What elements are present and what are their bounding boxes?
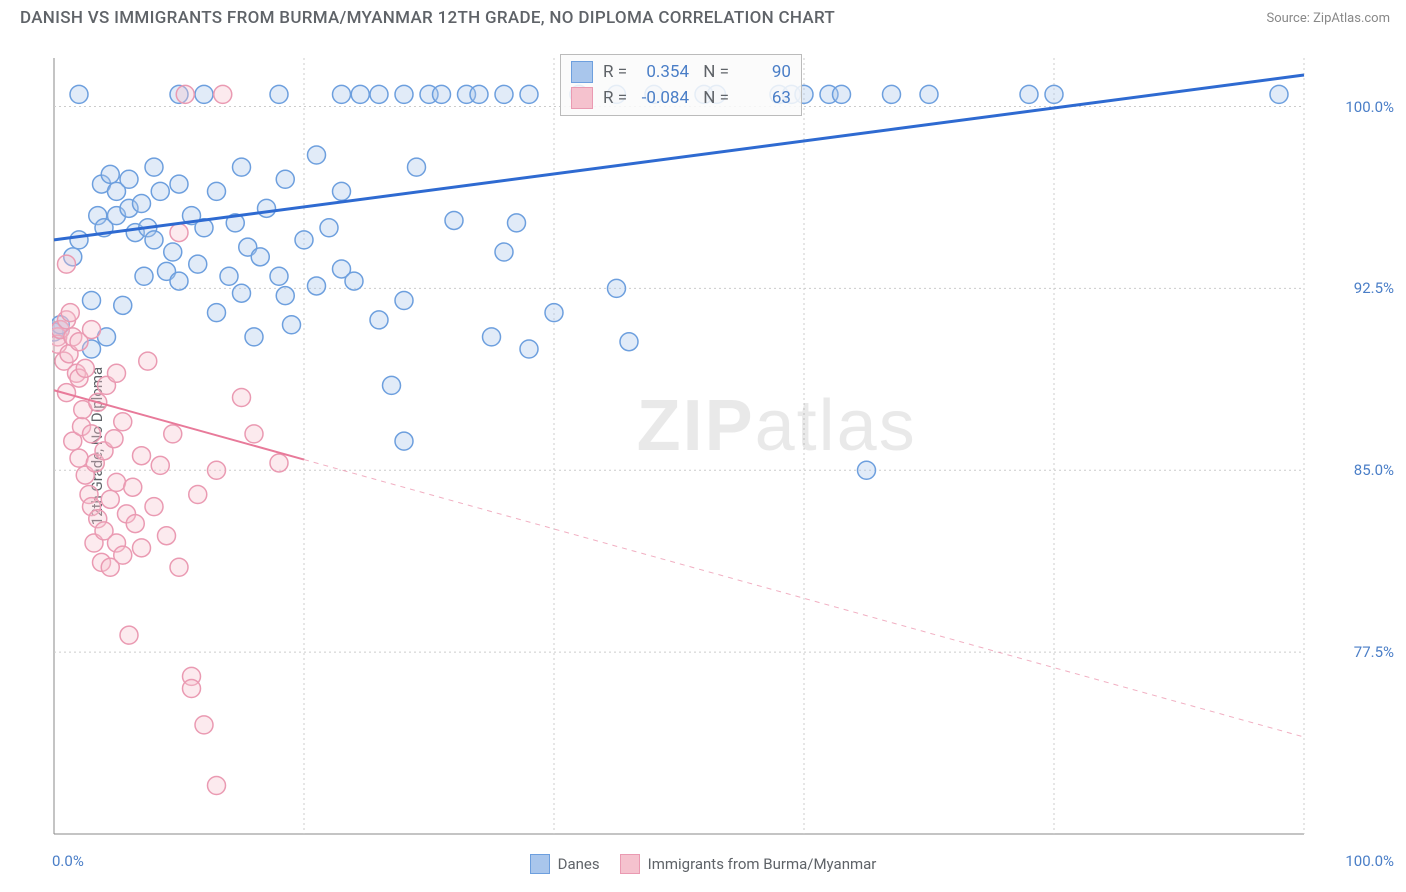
- chart-svg: [52, 44, 1394, 840]
- stats-swatch-danes: [571, 61, 593, 83]
- y-tick-label: 85.0%: [1354, 461, 1394, 479]
- chart-title: DANISH VS IMMIGRANTS FROM BURMA/MYANMAR …: [20, 8, 835, 28]
- n-value-danes: 90: [739, 62, 791, 82]
- n-value-burma: 63: [739, 88, 791, 108]
- chart-plot-area: ZIPatlas: [52, 44, 1394, 840]
- bottom-legend: Danes Immigrants from Burma/Myanmar: [0, 854, 1406, 874]
- stats-swatch-burma: [571, 87, 593, 109]
- legend-item-burma: Immigrants from Burma/Myanmar: [620, 854, 877, 874]
- chart-source: Source: ZipAtlas.com: [1266, 11, 1390, 26]
- y-tick-label: 100.0%: [1345, 98, 1394, 116]
- y-tick-label: 77.5%: [1354, 643, 1394, 661]
- legend-label-danes: Danes: [558, 855, 600, 873]
- y-tick-label: 92.5%: [1354, 279, 1394, 297]
- legend-label-burma: Immigrants from Burma/Myanmar: [648, 855, 877, 873]
- stats-row-danes: R = 0.354 N = 90: [571, 59, 791, 85]
- stats-legend: R = 0.354 N = 90 R = -0.084 N = 63: [560, 54, 802, 116]
- legend-swatch-burma: [620, 854, 640, 874]
- legend-swatch-danes: [530, 854, 550, 874]
- stats-row-burma: R = -0.084 N = 63: [571, 85, 791, 111]
- r-value-danes: 0.354: [637, 62, 689, 82]
- chart-header: DANISH VS IMMIGRANTS FROM BURMA/MYANMAR …: [0, 0, 1406, 32]
- r-value-burma: -0.084: [637, 88, 689, 108]
- legend-item-danes: Danes: [530, 854, 600, 874]
